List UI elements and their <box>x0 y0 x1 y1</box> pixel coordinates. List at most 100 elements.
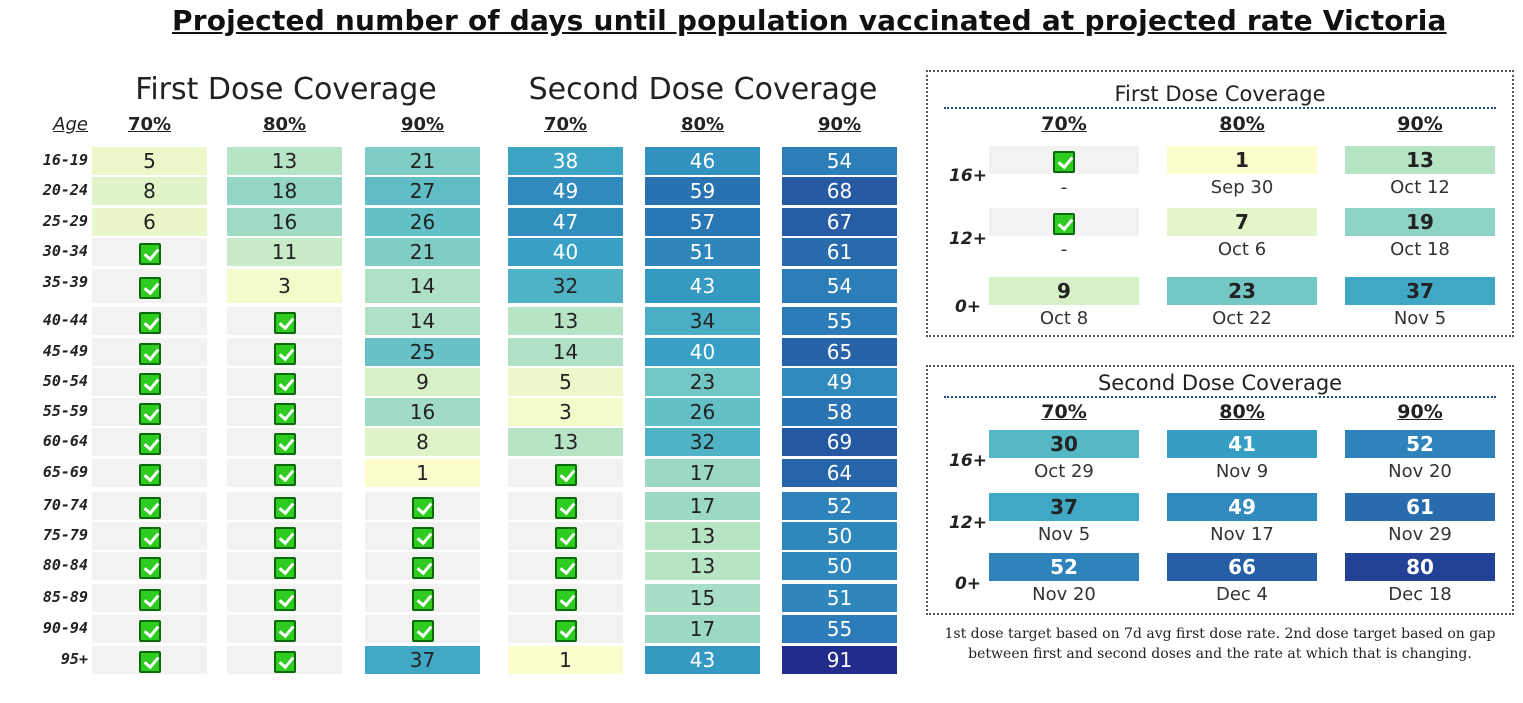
achieved-check-icon <box>273 311 296 334</box>
table-cell <box>227 584 342 612</box>
table-cell: 1 <box>508 646 623 674</box>
table-cell <box>92 338 207 366</box>
table-cell: 13 <box>508 428 623 456</box>
table-cell: 32 <box>645 428 760 456</box>
summary-group-label: 12+ <box>949 513 987 533</box>
table-cell <box>92 459 207 487</box>
age-label: 85-89 <box>42 588 88 606</box>
second-dose-summary-panel: Second Dose Coverage 70% 80% 90% 16+ 30 Oct 2… <box>926 365 1514 615</box>
table-cell: 16 <box>365 398 480 426</box>
column-header-second-90pct: 90% <box>817 114 862 135</box>
table-cell: 32 <box>508 269 623 303</box>
table-cell: 6 <box>92 208 207 236</box>
summary-cell: 52 <box>1345 430 1495 458</box>
table-cell: 8 <box>365 428 480 456</box>
table-cell: 9 <box>365 368 480 396</box>
age-label: 45-49 <box>42 342 88 360</box>
summary-date: Nov 5 <box>1393 308 1447 329</box>
table-cell <box>227 459 342 487</box>
summary-date: Dec 4 <box>1215 584 1268 605</box>
table-cell: 67 <box>782 208 897 236</box>
table-cell <box>92 269 207 303</box>
table-cell: 16 <box>227 208 342 236</box>
achieved-check-icon <box>138 650 161 673</box>
achieved-check-icon <box>138 242 161 265</box>
age-label: 95+ <box>60 650 88 668</box>
table-cell: 3 <box>508 398 623 426</box>
summary-date: Nov 5 <box>1037 524 1091 545</box>
table-cell: 17 <box>645 459 760 487</box>
table-cell: 25 <box>365 338 480 366</box>
table-cell <box>92 368 207 396</box>
table-cell <box>508 492 623 520</box>
summary-date: Nov 29 <box>1388 524 1452 545</box>
achieved-check-icon <box>138 463 161 486</box>
summary-date: Oct 22 <box>1212 308 1272 329</box>
table-cell: 13 <box>645 522 760 550</box>
table-cell <box>365 584 480 612</box>
summary-column-header: 90% <box>1397 113 1443 135</box>
summary-cell: 9 <box>989 277 1139 305</box>
table-cell: 40 <box>645 338 760 366</box>
table-cell <box>365 615 480 643</box>
table-cell: 58 <box>782 398 897 426</box>
table-cell <box>92 522 207 550</box>
table-cell: 49 <box>508 177 623 205</box>
table-cell: 47 <box>508 208 623 236</box>
achieved-check-icon <box>273 372 296 395</box>
column-header-first-80pct: 80% <box>262 114 307 135</box>
table-cell: 68 <box>782 177 897 205</box>
table-cell: 13 <box>508 307 623 335</box>
achieved-check-icon <box>411 619 434 642</box>
summary-date: Sep 30 <box>1210 177 1274 198</box>
achieved-check-icon <box>138 402 161 425</box>
age-label: 80-84 <box>42 556 88 574</box>
achieved-check-icon <box>138 342 161 365</box>
first-summary-title: First Dose Coverage <box>1114 82 1326 106</box>
achieved-check-icon <box>273 650 296 673</box>
summary-cell <box>989 208 1139 236</box>
table-cell <box>92 238 207 266</box>
summary-group-label: 16+ <box>949 451 987 471</box>
table-cell: 50 <box>782 522 897 550</box>
achieved-check-icon <box>554 588 577 611</box>
achieved-check-icon <box>554 619 577 642</box>
achieved-check-icon <box>554 556 577 579</box>
table-cell <box>365 522 480 550</box>
table-cell: 17 <box>645 615 760 643</box>
footnote: 1st dose target based on 7d avg first do… <box>944 626 1496 662</box>
table-cell: 52 <box>782 492 897 520</box>
second-summary-divider <box>944 396 1496 398</box>
table-cell <box>227 398 342 426</box>
table-cell <box>227 552 342 580</box>
table-cell: 43 <box>645 269 760 303</box>
second-summary-title: Second Dose Coverage <box>1097 371 1343 395</box>
summary-cell: 61 <box>1345 493 1495 521</box>
age-label: 20-24 <box>42 181 88 199</box>
achieved-check-icon <box>273 402 296 425</box>
table-cell <box>92 615 207 643</box>
achieved-check-icon <box>138 432 161 455</box>
table-cell: 50 <box>782 552 897 580</box>
table-cell: 65 <box>782 338 897 366</box>
summary-cell: 1 <box>1167 146 1317 174</box>
table-cell <box>227 338 342 366</box>
table-cell <box>508 615 623 643</box>
table-cell: 21 <box>365 147 480 175</box>
summary-group-label: 0+ <box>954 297 982 317</box>
table-cell: 57 <box>645 208 760 236</box>
second-dose-heading: Second Dose Coverage <box>528 72 878 107</box>
age-label: 50-54 <box>42 372 88 390</box>
achieved-check-icon <box>138 496 161 519</box>
summary-cell <box>989 146 1139 174</box>
achieved-check-icon <box>138 588 161 611</box>
table-cell: 34 <box>645 307 760 335</box>
age-label: 75-79 <box>42 526 88 544</box>
table-cell: 49 <box>782 368 897 396</box>
achieved-check-icon <box>138 311 161 334</box>
table-cell: 40 <box>508 238 623 266</box>
table-cell <box>508 522 623 550</box>
summary-date: Nov 20 <box>1032 584 1096 605</box>
achieved-check-icon <box>1053 150 1075 173</box>
achieved-check-icon <box>1053 212 1075 235</box>
